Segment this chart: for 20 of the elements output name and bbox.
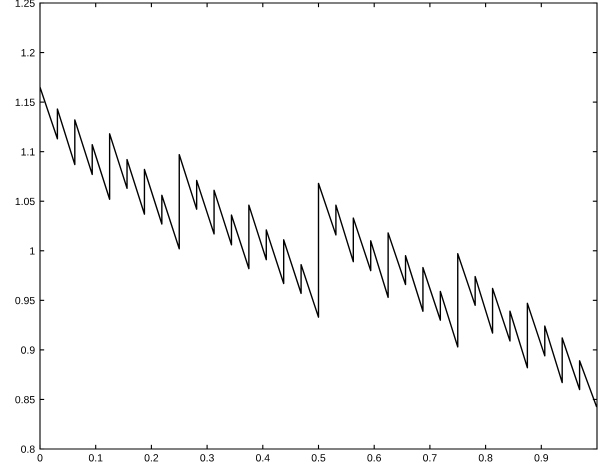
y-tick-label: 0.85 — [15, 396, 35, 404]
y-tick-label: 1.15 — [16, 98, 35, 106]
x-tick-label: 0.6 — [367, 454, 381, 462]
x-tick-label: 0.3 — [200, 454, 214, 462]
x-tick-label: 0.5 — [312, 454, 326, 462]
x-tick-label: 0.8 — [478, 454, 492, 462]
x-tick-label: 0 — [38, 454, 42, 462]
x-tick-label: 0.9 — [534, 454, 548, 462]
y-tick-label: 1 — [30, 247, 35, 255]
x-tick-label: 0.4 — [256, 454, 270, 462]
x-tick-label: 0.2 — [144, 454, 158, 462]
y-tick-label: 1.05 — [16, 198, 35, 206]
y-tick-label: 0.9 — [21, 346, 35, 354]
y-tick-label: 1.2 — [21, 49, 35, 56]
y-tick-label: 0.95 — [15, 296, 35, 304]
y-tick-label: 1.25 — [16, 0, 35, 7]
x-tick-label: 0.1 — [88, 454, 102, 462]
y-tick-label: 1.1 — [21, 148, 35, 156]
y-tick-label: 0.8 — [21, 446, 35, 453]
x-tick-label: 0.7 — [423, 454, 437, 462]
